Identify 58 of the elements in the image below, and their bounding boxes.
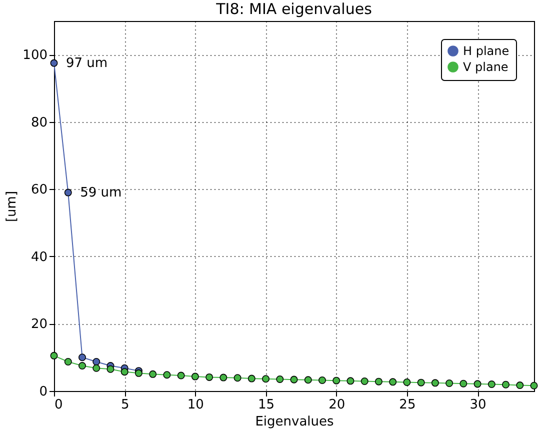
x-axis-title: Eigenvalues [255, 414, 334, 430]
point [403, 378, 411, 386]
y-tick-label: 40 [30, 250, 48, 265]
x-tick-label: 30 [470, 398, 486, 412]
point [78, 362, 86, 370]
annotation: 97 um [66, 56, 108, 72]
chart-title: TI8: MIA eigenvalues [215, 0, 372, 18]
point [64, 358, 72, 366]
point [276, 375, 284, 383]
point [149, 370, 157, 378]
annotation: 59 um [80, 186, 122, 201]
point [163, 371, 171, 379]
point [502, 380, 510, 388]
point [50, 352, 58, 360]
point [220, 374, 228, 382]
point [488, 380, 496, 388]
point [304, 376, 312, 384]
y-tick-label: 0 [39, 384, 48, 400]
x-tick-label: 25 [399, 398, 416, 412]
point [234, 374, 242, 382]
point [248, 374, 256, 382]
y-axis-title: [um] [4, 190, 20, 222]
point [262, 375, 270, 383]
point [106, 365, 114, 373]
y-tick-label: 60 [30, 182, 48, 198]
point [120, 368, 128, 376]
point [460, 380, 468, 388]
point [374, 378, 382, 386]
point [177, 372, 185, 380]
point [191, 372, 199, 380]
point [50, 59, 58, 67]
x-tick-label: 10 [187, 398, 204, 412]
point [474, 380, 482, 388]
point [318, 376, 326, 384]
x-tick-label: 0 [54, 398, 63, 412]
point [516, 382, 524, 390]
point [417, 378, 425, 386]
point [431, 379, 439, 387]
x-tick-label: 20 [328, 398, 346, 412]
point [290, 376, 298, 384]
y-tick-label: 20 [30, 317, 48, 332]
y-tick-label: 100 [22, 48, 48, 64]
point [360, 378, 368, 385]
point [78, 354, 86, 362]
point [92, 358, 100, 366]
point [206, 373, 214, 381]
x-tick-label: 5 [120, 398, 130, 412]
legend-label: H plane [463, 44, 510, 58]
legend-label: V plane [463, 60, 508, 74]
point [92, 364, 100, 372]
point [530, 382, 538, 390]
point [346, 377, 354, 385]
point [64, 188, 72, 196]
x-tick-label: 15 [258, 398, 275, 412]
point [446, 380, 454, 388]
point [332, 376, 340, 384]
y-tick-label: 80 [30, 115, 48, 130]
point [389, 378, 397, 386]
